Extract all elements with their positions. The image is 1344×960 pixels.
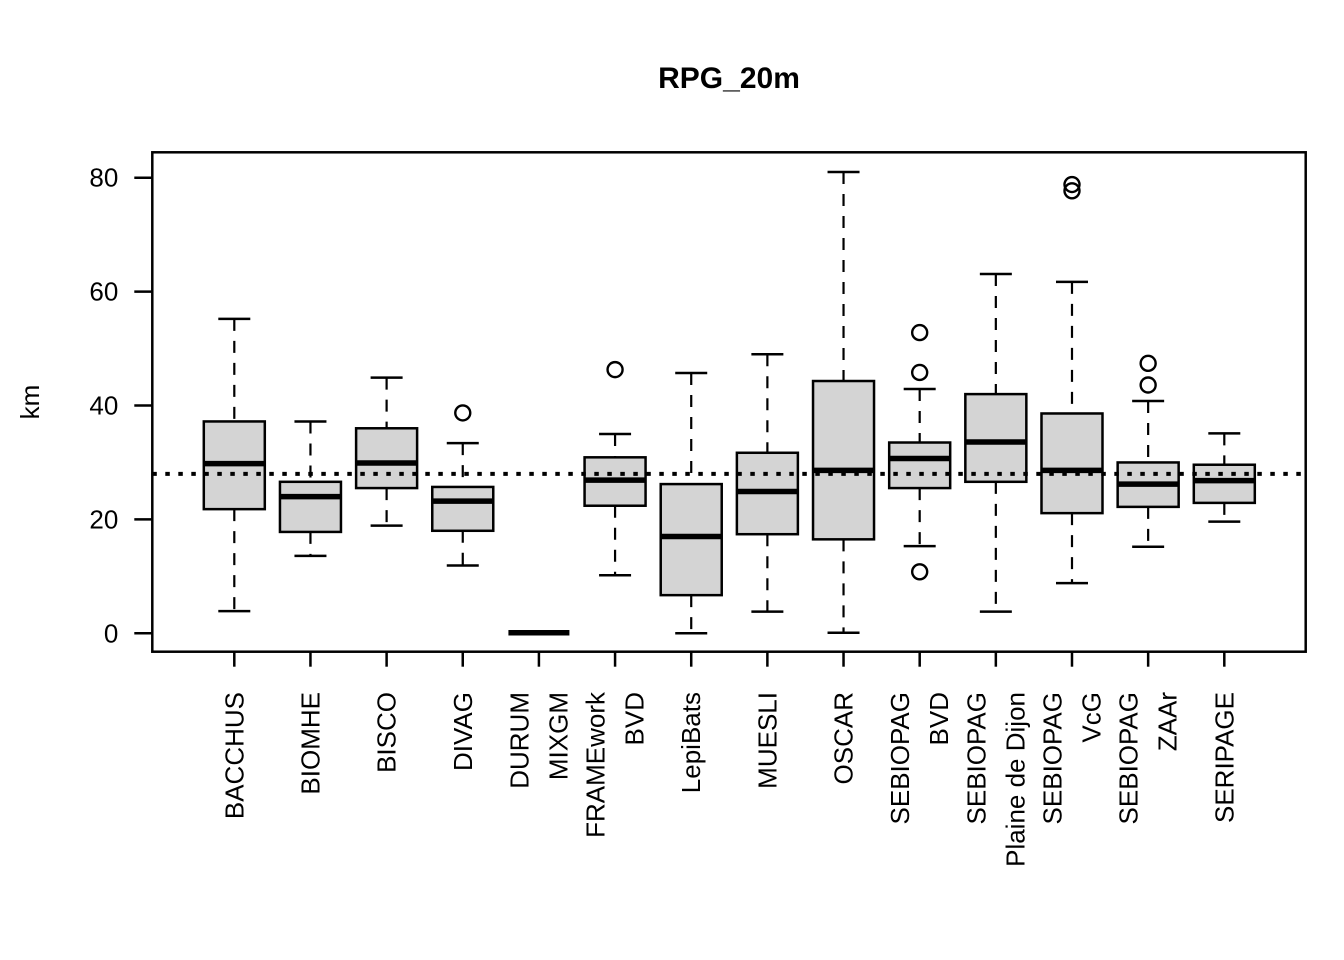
x-category-label: BACCHUS: [219, 692, 249, 819]
outlier-point: [910, 563, 929, 581]
outlier-point: [454, 404, 472, 422]
x-category-label: MIXGM: [543, 692, 573, 780]
y-tick-label: 20: [89, 504, 118, 534]
iqr-box: [964, 392, 1028, 484]
y-axis: 0 20 40 60 80 km: [15, 163, 153, 648]
outlier-point: [1139, 354, 1157, 373]
x-category-label: VcG: [1076, 692, 1106, 743]
iqr-box: [278, 480, 343, 534]
y-tick-label: 60: [89, 277, 118, 307]
box-framework-bvd: FRAMEwork BVD: [581, 360, 650, 838]
x-category-label: OSCAR: [829, 692, 859, 784]
box-lepibats: LepiBats: [659, 371, 723, 793]
iqr-box: [811, 379, 876, 541]
x-category-label: ZAAr: [1153, 692, 1183, 752]
outlier-point: [1063, 182, 1081, 200]
x-category-label: LepiBats: [676, 692, 706, 793]
box-biomhe: BIOMHE: [278, 420, 343, 795]
iqr-box: [659, 482, 723, 597]
box-oscar: OSCAR: [811, 170, 876, 784]
outlier-point: [606, 360, 624, 379]
x-category-label: SEBIOPAG: [1114, 692, 1144, 824]
iqr-box: [431, 485, 495, 533]
x-category-label: SERIPAGE: [1209, 692, 1239, 823]
box-durum-mixgm: DURUM MIXGM: [504, 629, 573, 789]
box-seripage: SERIPAGE: [1192, 432, 1257, 823]
x-category-label: Plaine de Dijon: [1000, 692, 1030, 867]
x-category-label: SEBIOPAG: [961, 692, 991, 824]
box-sebiopag-vcg: SEBIOPAG VcG: [1037, 175, 1106, 824]
x-category-label: BISCO: [372, 692, 402, 773]
box-muesli: MUESLI: [735, 352, 800, 789]
iqr-box: [354, 427, 419, 490]
box-bisco: BISCO: [354, 376, 419, 773]
x-category-label: DURUM: [504, 692, 534, 789]
x-category-label: FRAMEwork: [581, 691, 611, 838]
x-category-label: SEBIOPAG: [885, 692, 915, 824]
x-category-label: BIOMHE: [295, 692, 325, 795]
box-divag: DIVAG: [431, 404, 495, 771]
box-sebiopag-zaar: SEBIOPAG ZAAr: [1114, 354, 1183, 824]
outlier-point: [910, 363, 929, 382]
iqr-box: [1192, 463, 1257, 505]
iqr-box: [1040, 412, 1104, 515]
y-axis-label: km: [15, 385, 45, 420]
chart-title: RPG_20m: [658, 62, 800, 95]
iqr-box: [887, 441, 952, 490]
y-tick-label: 40: [89, 391, 118, 421]
y-tick-label: 80: [89, 163, 118, 193]
x-category-label: SEBIOPAG: [1037, 692, 1067, 824]
x-category-label: MUESLI: [752, 692, 782, 789]
outlier-point: [1139, 376, 1157, 394]
box-sebiopag-bvd: SEBIOPAG BVD: [885, 323, 954, 824]
plot-frame: [151, 151, 1307, 653]
box-bacchus: BACCHUS: [202, 317, 267, 819]
y-tick-label: 0: [104, 618, 118, 648]
outlier-point: [1063, 175, 1081, 194]
x-category-label: BVD: [924, 692, 954, 745]
outlier-point: [910, 323, 929, 342]
boxes: BACCHUS BIOMHE BISCO DIVAG DURUM MIXGM FRAMEwo…: [202, 170, 1257, 867]
x-category-label: BVD: [620, 692, 650, 745]
box-sebiopag-plaine-de-dijon: SEBIOPAG Plaine de Dijon: [961, 272, 1030, 867]
x-category-label: DIVAG: [448, 692, 478, 771]
